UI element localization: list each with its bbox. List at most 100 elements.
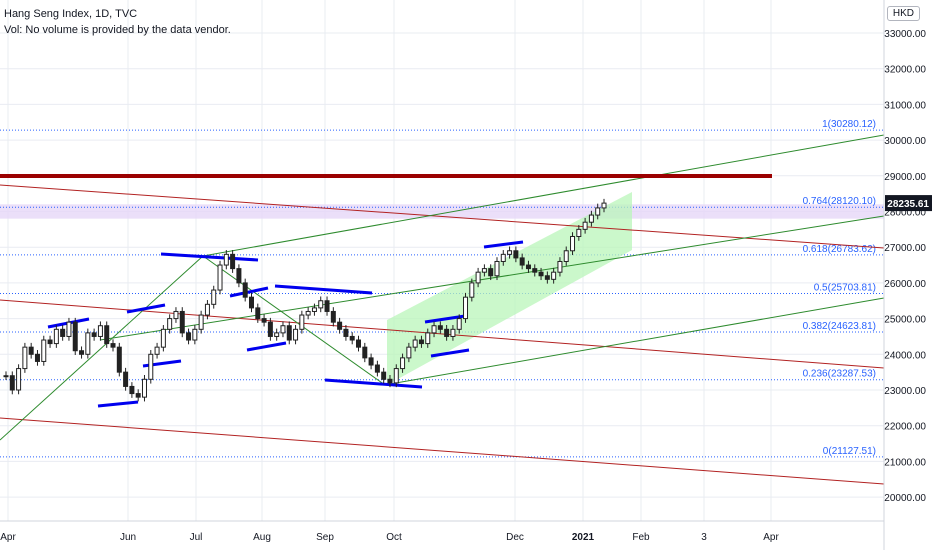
candle-body[interactable] (532, 268, 538, 273)
candle-body[interactable] (72, 321, 78, 352)
candle-body[interactable] (123, 371, 129, 387)
candle-body[interactable] (469, 282, 475, 298)
candle-body[interactable] (412, 339, 418, 348)
candle-body[interactable] (148, 353, 154, 380)
candle-body[interactable] (349, 335, 355, 341)
candle-body[interactable] (53, 328, 59, 345)
red-trend-line[interactable] (0, 417, 885, 485)
candle-body[interactable] (425, 332, 431, 345)
candle-body[interactable] (400, 357, 406, 370)
candle-body[interactable] (9, 375, 15, 391)
candle-body[interactable] (293, 328, 299, 341)
candle-body[interactable] (248, 296, 254, 309)
pattern-line[interactable] (430, 348, 470, 358)
pattern-line[interactable] (97, 400, 139, 408)
candle-body[interactable] (299, 314, 305, 330)
candle-body[interactable] (173, 310, 179, 320)
currency-badge[interactable]: HKD (886, 6, 920, 21)
candle-body[interactable] (475, 271, 481, 284)
candle-body[interactable] (544, 275, 550, 280)
pattern-line[interactable] (424, 314, 466, 324)
green-trend-line[interactable] (202, 255, 386, 386)
pattern-line[interactable] (274, 284, 373, 295)
candle-body[interactable] (570, 235, 576, 252)
candle-body[interactable] (167, 318, 173, 330)
candle-body[interactable] (431, 325, 437, 334)
candle-body[interactable] (286, 325, 292, 341)
candle-body[interactable] (160, 328, 166, 348)
candle-body[interactable] (494, 260, 500, 277)
candle-body[interactable] (488, 268, 494, 277)
candle-body[interactable] (444, 328, 450, 337)
candle-body[interactable] (97, 325, 103, 337)
candle-body[interactable] (116, 346, 122, 373)
candle-body[interactable] (192, 328, 198, 341)
candle-body[interactable] (456, 318, 462, 330)
green-trend-line[interactable] (389, 297, 885, 385)
candle-body[interactable] (198, 314, 204, 330)
candle-body[interactable] (513, 250, 519, 259)
candle-body[interactable] (582, 221, 588, 230)
candle-body[interactable] (437, 325, 443, 330)
candle-body[interactable] (601, 202, 607, 209)
candle-body[interactable] (343, 328, 349, 337)
candle-body[interactable] (557, 260, 563, 273)
candle-body[interactable] (507, 250, 513, 255)
candle-body[interactable] (47, 339, 53, 345)
candle-body[interactable] (551, 271, 557, 280)
candle-body[interactable] (217, 264, 223, 291)
candle-body[interactable] (305, 310, 311, 316)
candle-body[interactable] (481, 268, 487, 273)
pattern-line[interactable] (483, 240, 524, 249)
candle-body[interactable] (538, 271, 544, 277)
candle-body[interactable] (500, 253, 506, 262)
pattern-line[interactable] (246, 341, 287, 352)
candle-body[interactable] (230, 253, 236, 270)
candle-body[interactable] (267, 321, 273, 337)
candle-body[interactable] (519, 257, 525, 266)
candle-body[interactable] (255, 307, 261, 320)
candle-body[interactable] (274, 332, 280, 337)
candle-body[interactable] (242, 282, 248, 298)
candle-body[interactable] (28, 346, 34, 355)
candle-body[interactable] (595, 207, 601, 216)
candle-body[interactable] (525, 264, 531, 270)
candle-body[interactable] (135, 393, 141, 398)
candle-body[interactable] (141, 378, 147, 398)
candle-body[interactable] (154, 346, 160, 355)
candle-body[interactable] (34, 353, 40, 362)
pattern-line[interactable] (324, 378, 423, 389)
pattern-line[interactable] (126, 303, 166, 314)
pattern-line[interactable] (160, 252, 259, 262)
candle-body[interactable] (318, 300, 324, 309)
candle-body[interactable] (3, 375, 9, 378)
green-trend-line[interactable] (99, 215, 885, 341)
candle-body[interactable] (387, 378, 393, 384)
candle-body[interactable] (22, 346, 28, 370)
candle-body[interactable] (110, 343, 116, 348)
candle-body[interactable] (129, 385, 135, 395)
candle-body[interactable] (280, 325, 286, 334)
candle-body[interactable] (223, 253, 229, 266)
candle-body[interactable] (418, 339, 424, 345)
candle-body[interactable] (60, 328, 66, 337)
candle-body[interactable] (330, 310, 336, 323)
candle-body[interactable] (204, 303, 210, 316)
candle-body[interactable] (179, 310, 185, 334)
candle-body[interactable] (16, 368, 22, 391)
candle-body[interactable] (311, 307, 317, 312)
candle-body[interactable] (563, 250, 569, 262)
candle-body[interactable] (463, 296, 469, 320)
candle-body[interactable] (381, 371, 387, 380)
green-trend-line[interactable] (0, 255, 204, 441)
green-trend-line[interactable] (202, 134, 885, 257)
candle-body[interactable] (374, 364, 380, 373)
candle-body[interactable] (85, 332, 91, 355)
candle-body[interactable] (186, 332, 192, 341)
candle-body[interactable] (79, 350, 85, 355)
candle-body[interactable] (393, 368, 399, 384)
red-trend-line[interactable] (0, 184, 885, 249)
candle-body[interactable] (362, 346, 368, 359)
